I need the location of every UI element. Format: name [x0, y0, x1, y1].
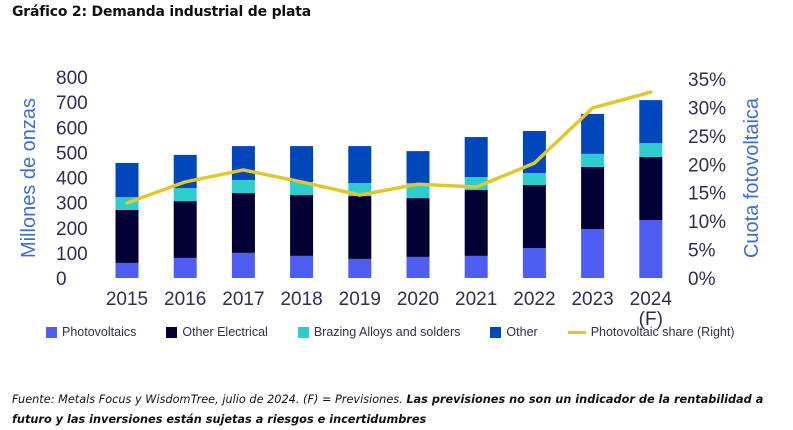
bar-segment-other	[116, 163, 139, 197]
bar-segment-other-electrical	[174, 201, 197, 258]
bar-segment-other	[290, 146, 313, 182]
footnote: Fuente: Metals Focus y WisdomTree, julio…	[12, 390, 787, 430]
x-tick-label: 2019	[339, 289, 381, 310]
bar-segment-other-electrical	[116, 210, 139, 263]
x-tick-label: 2016	[164, 289, 206, 310]
x-tick-label: 2022	[513, 289, 555, 310]
bar-segment-other-electrical	[523, 185, 546, 248]
bar-segment-brazing-alloys-and-solders	[232, 180, 255, 193]
y-tick-label: 400	[56, 169, 88, 190]
y2-tick-label: 15%	[688, 184, 726, 205]
legend-swatch-brazing	[298, 327, 309, 338]
bar-segment-photovoltaics	[465, 256, 488, 278]
pv-share-line	[127, 92, 651, 203]
legend-item-photovoltaics: Photovoltaics	[46, 325, 136, 339]
legend-label: Photovoltaic share (Right)	[591, 325, 735, 339]
bar-segment-other	[232, 146, 255, 180]
y-tick-label: 600	[56, 118, 88, 139]
y-tick-label: 700	[56, 93, 88, 114]
y2-tick-label: 25%	[688, 127, 726, 148]
bar-segment-photovoltaics	[348, 259, 371, 278]
bar-segment-photovoltaics	[407, 257, 430, 278]
x-tick-label: 2015	[106, 289, 148, 310]
bar-segment-photovoltaics	[523, 248, 546, 278]
x-tick-label: 2021	[455, 289, 497, 310]
line-series-group	[127, 92, 651, 203]
footnote-source: Fuente: Metals Focus y WisdomTree, julio…	[12, 393, 406, 406]
right-axis-ticks: 0% 5% 10% 15% 20% 25% 30% 35%	[688, 70, 726, 290]
bar-segment-photovoltaics	[581, 229, 604, 278]
y-tick-label: 300	[56, 194, 88, 215]
y2-axis-title: Cuota fotovoltaica	[741, 97, 763, 258]
bar-segment-other-electrical	[290, 195, 313, 256]
y2-tick-label: 20%	[688, 155, 726, 176]
legend-swatch-photovoltaics	[46, 327, 57, 338]
legend-item-other-electrical: Other Electrical	[166, 325, 267, 339]
chart-legend: Photovoltaics Other Electrical Brazing A…	[46, 324, 765, 340]
x-tick-label: 2018	[280, 289, 322, 310]
legend-line-pv-share	[568, 331, 586, 334]
bar-segment-other-electrical	[581, 167, 604, 229]
legend-swatch-other	[490, 327, 501, 338]
y2-tick-label: 10%	[688, 212, 726, 233]
x-tick-label: 2020	[397, 289, 439, 310]
bar-segment-other-electrical	[407, 198, 430, 257]
stacked-bar-chart: 0 100 200 300 400 500 600 700 800 0% 5% 10% 15% 20% 2…	[0, 0, 793, 330]
y2-tick-label: 0%	[688, 269, 716, 290]
legend-label: Photovoltaics	[62, 325, 136, 339]
y-tick-label: 800	[56, 68, 88, 89]
legend-label: Brazing Alloys and solders	[314, 325, 461, 339]
bar-segment-other-electrical	[348, 196, 371, 259]
legend-label: Other	[506, 325, 537, 339]
bar-segment-brazing-alloys-and-solders	[174, 188, 197, 201]
bar-segment-brazing-alloys-and-solders	[523, 173, 546, 185]
y-tick-label: 500	[56, 143, 88, 164]
bar-segment-photovoltaics	[116, 263, 139, 278]
left-axis-ticks: 0 100 200 300 400 500 600 700 800	[56, 68, 88, 290]
y-tick-label: 100	[56, 244, 88, 265]
bar-segment-photovoltaics	[232, 253, 255, 278]
bar-segment-brazing-alloys-and-solders	[581, 154, 604, 167]
bar-segment-other	[465, 137, 488, 177]
bar-segment-other-electrical	[465, 190, 488, 256]
bar-segment-other	[581, 114, 604, 154]
legend-item-other: Other	[490, 325, 537, 339]
x-tick-label: 2024	[630, 289, 673, 310]
legend-item-brazing: Brazing Alloys and solders	[298, 325, 461, 339]
x-tick-label: 2023	[571, 289, 613, 310]
y-tick-label: 200	[56, 219, 88, 240]
bar-segment-other-electrical	[639, 157, 662, 220]
bar-segment-other	[639, 100, 662, 143]
y2-tick-label: 30%	[688, 98, 726, 119]
y-tick-label: 0	[56, 269, 67, 290]
bar-segment-photovoltaics	[290, 256, 313, 278]
bar-segment-other-electrical	[232, 193, 255, 253]
bar-segment-photovoltaics	[639, 220, 662, 278]
y2-tick-label: 5%	[688, 241, 716, 262]
bar-segment-other	[348, 146, 371, 183]
y2-tick-label: 35%	[688, 70, 726, 91]
bar-segment-photovoltaics	[174, 258, 197, 278]
legend-swatch-other-electrical	[166, 327, 177, 338]
y-axis-title: Millones de onzas	[18, 98, 40, 258]
legend-item-pv-share: Photovoltaic share (Right)	[568, 325, 735, 339]
legend-label: Other Electrical	[182, 325, 267, 339]
x-tick-label: 2017	[222, 289, 264, 310]
bar-segment-brazing-alloys-and-solders	[639, 143, 662, 157]
bar-segment-other	[407, 151, 430, 183]
